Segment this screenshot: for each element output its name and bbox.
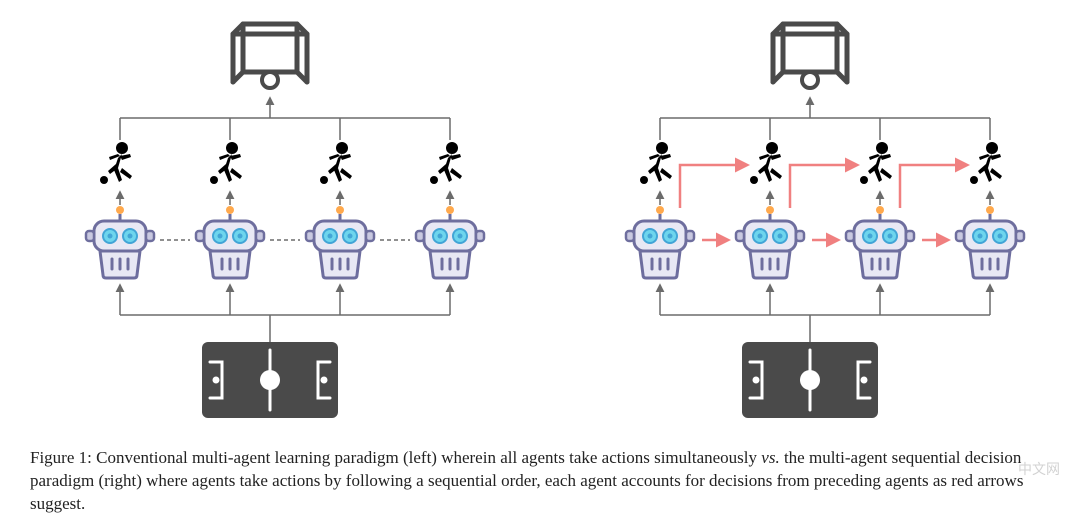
robot-agent-icon	[80, 205, 160, 280]
figure-label: Figure 1:	[30, 448, 92, 467]
field-icon	[740, 340, 880, 420]
robot-agent-icon	[950, 205, 1030, 280]
panel-left-simultaneous	[30, 10, 510, 430]
panel-right-sequential	[570, 10, 1050, 430]
player-icon	[966, 140, 1014, 188]
caption-part1: Conventional multi-agent learning paradi…	[96, 448, 761, 467]
robot-agent-icon	[410, 205, 490, 280]
figure-caption: Figure 1: Conventional multi-agent learn…	[30, 447, 1050, 516]
robot-agent-icon	[620, 205, 700, 280]
goal-icon	[225, 20, 315, 90]
player-icon	[636, 140, 684, 188]
robot-agent-icon	[300, 205, 380, 280]
player-icon	[206, 140, 254, 188]
player-icon	[96, 140, 144, 188]
caption-vs: vs.	[761, 448, 779, 467]
player-icon	[426, 140, 474, 188]
robot-agent-icon	[840, 205, 920, 280]
watermark-text: 中文网	[1018, 459, 1060, 479]
figure-area	[0, 0, 1080, 440]
goal-icon	[765, 20, 855, 90]
robot-agent-icon	[730, 205, 810, 280]
field-icon	[200, 340, 340, 420]
player-icon	[856, 140, 904, 188]
player-icon	[746, 140, 794, 188]
robot-agent-icon	[190, 205, 270, 280]
player-icon	[316, 140, 364, 188]
